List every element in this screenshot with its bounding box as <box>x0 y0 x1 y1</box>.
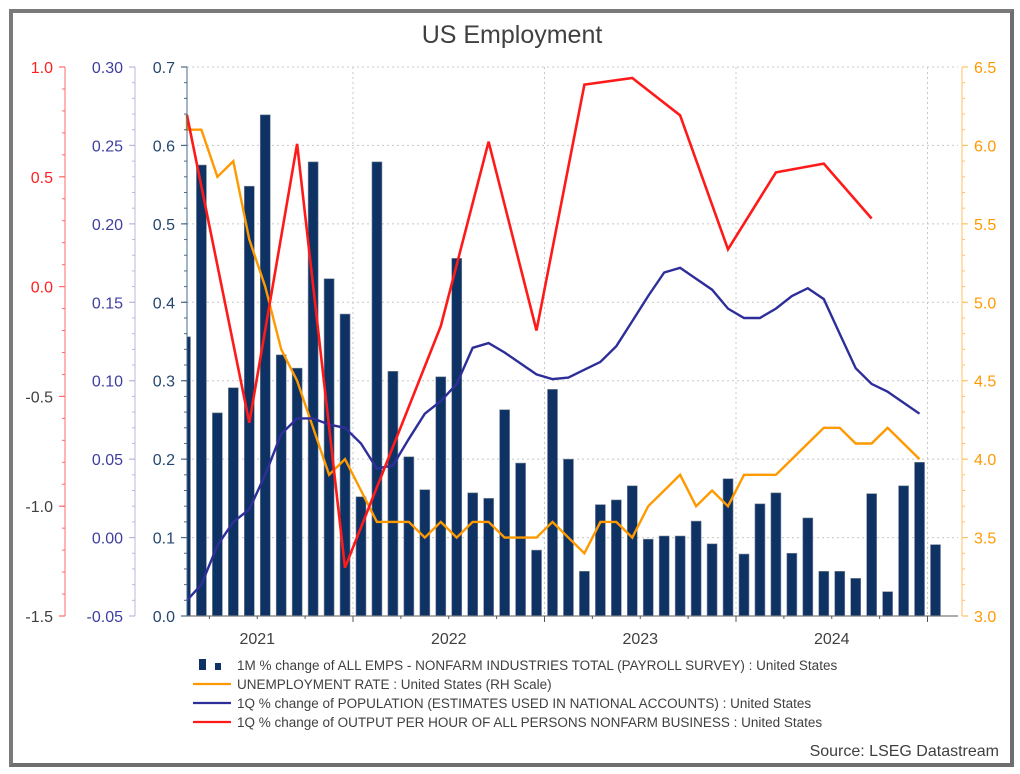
legend-label: UNEMPLOYMENT RATE : United States (RH Sc… <box>237 677 552 692</box>
orange-axis-tick-label: 6.0 <box>974 138 996 155</box>
legend-label: 1M % change of ALL EMPS - NONFARM INDUST… <box>237 658 837 673</box>
legend-label: 1Q % change of OUTPUT PER HOUR OF ALL PE… <box>237 715 822 730</box>
blue-axis-tick-label: 0.10 <box>92 374 123 391</box>
chart-frame <box>9 9 1014 767</box>
legend-swatch-bar-icon <box>199 659 206 670</box>
bar <box>371 161 383 617</box>
bar <box>275 354 287 617</box>
legend-item: 1Q % change of OUTPUT PER HOUR OF ALL PE… <box>193 715 822 730</box>
legend-swatch-bar-icon <box>215 663 221 670</box>
orange-axis-tick-label: 3.0 <box>974 609 996 626</box>
blue-axis-tick-label: 0.15 <box>92 295 123 312</box>
bar <box>259 114 271 617</box>
bar <box>403 456 415 617</box>
orange-axis-tick-label: 5.5 <box>974 217 996 234</box>
x-tick-label: 2022 <box>431 631 467 648</box>
x-axis: 2021 2022 2023 2024 <box>187 615 958 648</box>
bar <box>674 535 686 617</box>
x-tick-label: 2023 <box>622 631 658 648</box>
bar <box>228 387 239 617</box>
legend-item: UNEMPLOYMENT RATE : United States (RH Sc… <box>193 677 552 692</box>
bar <box>818 570 830 617</box>
bars-axis-tick-label: 0.5 <box>153 217 175 234</box>
bars-axis-tick-label: 0.1 <box>153 531 175 548</box>
bar <box>307 161 319 617</box>
bar <box>930 544 941 617</box>
legend-item: 1M % change of ALL EMPS - NONFARM INDUST… <box>199 658 837 673</box>
bar <box>914 461 925 617</box>
blue-axis-tick-label: 0.05 <box>92 452 123 469</box>
bar <box>642 538 654 617</box>
blue-axis-tick-label: 0.00 <box>92 531 123 548</box>
red-axis-tick-label: -1.0 <box>25 499 53 516</box>
orange-axis-tick-label: 4.0 <box>974 452 996 469</box>
line-blue_left <box>186 266 921 602</box>
bar <box>291 367 303 617</box>
axes: 1.0 0.5 0.0 -0.5 -1.0 -1.5 0.30 0.25 0.20 0.15 0.1… <box>25 60 996 626</box>
bar <box>451 258 463 617</box>
bar <box>834 570 846 617</box>
bars-axis-tick-label: 0.0 <box>153 609 175 626</box>
source-label: Source: LSEG Datastream <box>810 743 999 760</box>
bars-axis-tick-label: 0.6 <box>153 138 175 155</box>
bar <box>186 336 191 617</box>
red-axis-tick-label: 0.5 <box>31 170 53 187</box>
blue-axis-tick-label: 0.30 <box>92 60 123 77</box>
bar <box>499 409 510 617</box>
bar <box>547 389 558 617</box>
bar <box>611 499 622 617</box>
red-axis-tick-label: -0.5 <box>25 389 53 406</box>
bar <box>355 496 367 617</box>
bars-axis-tick-label: 0.2 <box>153 452 175 469</box>
bar <box>898 485 909 617</box>
orange-axis-tick-label: 5.0 <box>974 295 996 312</box>
x-tick-label: 2021 <box>239 631 275 648</box>
red-axis-tick-label: 1.0 <box>31 60 53 77</box>
bar <box>515 462 526 617</box>
bar <box>196 164 207 617</box>
blue-axis-tick-label: 0.20 <box>92 217 123 234</box>
legend-item: 1Q % change of POPULATION (ESTIMATES USE… <box>193 696 811 711</box>
bar <box>770 492 782 617</box>
legend: 1M % change of ALL EMPS - NONFARM INDUST… <box>193 658 837 730</box>
orange-axis-tick-label: 4.5 <box>974 374 996 391</box>
line-orange_right <box>185 114 921 556</box>
bar <box>866 493 877 617</box>
bar <box>387 371 399 617</box>
red-axis-tick-label: -1.5 <box>25 609 53 626</box>
bar <box>483 498 494 617</box>
bars-axis-tick-label: 0.7 <box>153 60 175 77</box>
bar <box>435 376 447 617</box>
bar <box>467 492 479 617</box>
bar <box>706 543 718 617</box>
line-productivity <box>185 76 873 569</box>
bar <box>754 503 766 617</box>
bar <box>690 520 702 617</box>
chart-title: US Employment <box>422 21 603 49</box>
bar <box>531 549 542 617</box>
bar <box>419 489 431 617</box>
bar <box>212 412 223 617</box>
blue-axis-tick-label: -0.05 <box>87 609 124 626</box>
bar <box>850 578 862 617</box>
legend-label: 1Q % change of POPULATION (ESTIMATES USE… <box>237 696 811 711</box>
bar <box>738 553 750 617</box>
red-axis-tick-label: 0.0 <box>31 280 53 297</box>
bars-axis-tick-label: 0.4 <box>153 295 175 312</box>
x-tick-label: 2024 <box>814 631 850 648</box>
bar <box>882 591 893 617</box>
bar <box>786 552 798 617</box>
orange-axis-tick-label: 6.5 <box>974 60 996 77</box>
bars-axis-tick-label: 0.3 <box>153 374 175 391</box>
bar <box>579 570 590 617</box>
bar <box>658 535 670 617</box>
bar <box>802 517 814 617</box>
orange-axis-tick-label: 3.5 <box>974 531 996 548</box>
bar <box>626 485 638 617</box>
line-series <box>185 76 921 602</box>
blue-axis-tick-label: 0.25 <box>92 138 123 155</box>
